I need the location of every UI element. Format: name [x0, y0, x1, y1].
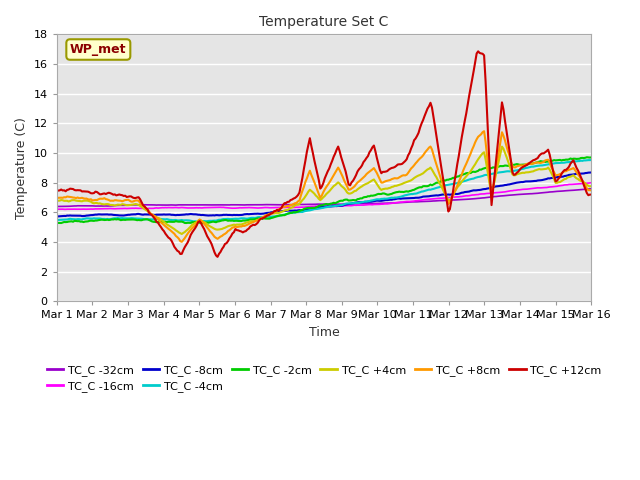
- TC_C -32cm: [588, 186, 595, 192]
- TC_C +8cm: [288, 202, 296, 208]
- TC_C +8cm: [118, 198, 126, 204]
- Line: TC_C +8cm: TC_C +8cm: [57, 131, 591, 242]
- TC_C +12cm: [588, 192, 595, 197]
- Legend: TC_C -32cm, TC_C -16cm, TC_C -8cm, TC_C -4cm, TC_C -2cm, TC_C +4cm, TC_C +8cm, T: TC_C -32cm, TC_C -16cm, TC_C -8cm, TC_C …: [42, 360, 605, 396]
- TC_C -32cm: [230, 202, 237, 208]
- TC_C -32cm: [53, 204, 61, 209]
- Line: TC_C +12cm: TC_C +12cm: [57, 51, 591, 257]
- TC_C +8cm: [241, 223, 248, 229]
- TC_C -16cm: [53, 206, 61, 212]
- TC_C -4cm: [214, 217, 221, 223]
- TC_C -32cm: [557, 188, 565, 194]
- TC_C -16cm: [230, 205, 237, 211]
- TC_C -16cm: [118, 205, 126, 211]
- TC_C -2cm: [241, 218, 248, 224]
- X-axis label: Time: Time: [308, 326, 339, 339]
- TC_C +8cm: [214, 236, 221, 242]
- Line: TC_C +4cm: TC_C +4cm: [57, 146, 591, 234]
- Text: WP_met: WP_met: [70, 43, 127, 56]
- TC_C +4cm: [214, 227, 221, 232]
- TC_C -32cm: [118, 203, 126, 208]
- TC_C +12cm: [232, 226, 239, 232]
- TC_C -2cm: [288, 210, 296, 216]
- TC_C -4cm: [53, 217, 61, 223]
- TC_C -8cm: [588, 169, 595, 175]
- TC_C -8cm: [287, 208, 294, 214]
- TC_C -4cm: [288, 210, 296, 216]
- TC_C -32cm: [239, 202, 246, 208]
- TC_C +4cm: [588, 183, 595, 189]
- TC_C +4cm: [241, 221, 248, 227]
- TC_C -2cm: [583, 155, 591, 160]
- TC_C -2cm: [118, 217, 126, 223]
- Line: TC_C -4cm: TC_C -4cm: [57, 160, 591, 222]
- TC_C +4cm: [232, 222, 239, 228]
- TC_C -16cm: [588, 180, 595, 186]
- Line: TC_C -2cm: TC_C -2cm: [57, 157, 591, 223]
- TC_C +12cm: [53, 188, 61, 193]
- TC_C -8cm: [212, 212, 220, 218]
- TC_C -2cm: [214, 219, 221, 225]
- TC_C -2cm: [232, 218, 239, 224]
- TC_C +4cm: [118, 201, 126, 207]
- TC_C -16cm: [212, 204, 220, 210]
- TC_C -8cm: [53, 214, 61, 219]
- TC_C +12cm: [288, 197, 296, 203]
- TC_C +8cm: [232, 224, 239, 229]
- TC_C -2cm: [200, 220, 208, 226]
- TC_C +8cm: [178, 239, 186, 245]
- TC_C -16cm: [287, 204, 294, 210]
- TC_C -16cm: [239, 205, 246, 211]
- TC_C -8cm: [118, 213, 126, 218]
- TC_C -8cm: [239, 212, 246, 217]
- Line: TC_C -32cm: TC_C -32cm: [57, 189, 591, 206]
- TC_C +12cm: [241, 228, 248, 234]
- Y-axis label: Temperature (C): Temperature (C): [15, 117, 28, 219]
- TC_C +12cm: [118, 192, 126, 198]
- TC_C +12cm: [561, 167, 568, 173]
- TC_C +8cm: [588, 188, 595, 193]
- TC_C +12cm: [212, 252, 220, 258]
- TC_C +8cm: [561, 168, 568, 174]
- TC_C -16cm: [557, 183, 565, 189]
- TC_C -4cm: [588, 157, 595, 163]
- Title: Temperature Set C: Temperature Set C: [259, 15, 388, 29]
- TC_C -4cm: [118, 215, 126, 221]
- TC_C -2cm: [588, 155, 595, 160]
- TC_C +4cm: [178, 231, 186, 237]
- TC_C +4cm: [498, 144, 506, 149]
- TC_C +4cm: [561, 176, 568, 182]
- TC_C -4cm: [232, 216, 239, 222]
- Line: TC_C -16cm: TC_C -16cm: [57, 183, 591, 209]
- TC_C -4cm: [195, 219, 202, 225]
- TC_C +8cm: [480, 128, 488, 134]
- TC_C -32cm: [212, 202, 220, 208]
- TC_C +12cm: [474, 48, 482, 54]
- TC_C +4cm: [288, 204, 296, 210]
- TC_C +4cm: [53, 198, 61, 204]
- TC_C +8cm: [53, 195, 61, 201]
- Line: TC_C -8cm: TC_C -8cm: [57, 172, 591, 216]
- TC_C +12cm: [214, 254, 221, 260]
- TC_C -8cm: [557, 174, 565, 180]
- TC_C -8cm: [230, 212, 237, 218]
- TC_C -2cm: [53, 220, 61, 226]
- TC_C -4cm: [559, 160, 567, 166]
- TC_C -32cm: [287, 202, 294, 207]
- TC_C -4cm: [241, 216, 248, 221]
- TC_C -2cm: [559, 157, 567, 163]
